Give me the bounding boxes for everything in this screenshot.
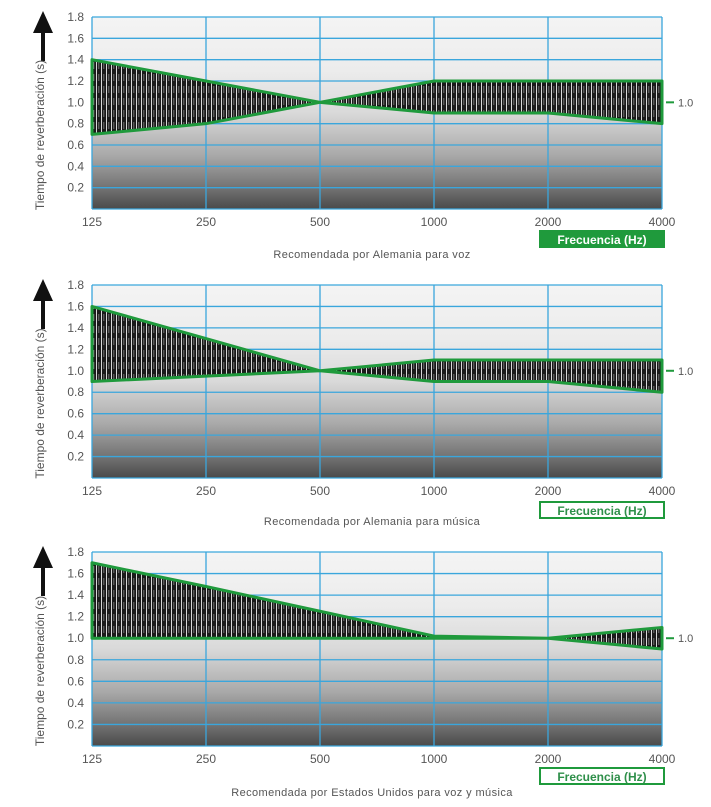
y-tick-label: 1.8 (67, 10, 84, 24)
x-tick-label: 250 (196, 484, 216, 498)
x-tick-label: 500 (310, 215, 330, 229)
y-axis-arrow-head (33, 279, 53, 301)
y-tick-label: 1.4 (67, 321, 84, 335)
x-axis-label: Frecuencia (Hz) (557, 770, 646, 784)
y-tick-label: 0.2 (67, 717, 84, 731)
x-tick-label: 125 (82, 752, 102, 766)
x-tick-label: 125 (82, 484, 102, 498)
reference-label: 1.0 (678, 366, 693, 378)
x-tick-label: 2000 (535, 215, 562, 229)
x-tick-label: 125 (82, 215, 102, 229)
y-tick-label: 0.2 (67, 181, 84, 195)
x-tick-label: 250 (196, 215, 216, 229)
x-tick-label: 500 (310, 484, 330, 498)
tolerance-band (90, 561, 664, 651)
y-tick-label: 0.4 (67, 696, 84, 710)
y-tick-label: 0.4 (67, 428, 84, 442)
tolerance-band (90, 304, 664, 394)
x-tick-label: 4000 (649, 752, 676, 766)
y-tick-label: 0.6 (67, 407, 84, 421)
x-tick-label: 1000 (421, 752, 448, 766)
reference-label: 1.0 (678, 97, 693, 109)
x-tick-label: 2000 (535, 752, 562, 766)
x-axis-label-box (539, 767, 665, 785)
y-axis-arrow-head (33, 546, 53, 568)
y-axis-label: Tiempo de reverberación (s) (33, 60, 47, 210)
tolerance-band (90, 58, 664, 136)
reference-label: 1.0 (678, 633, 693, 645)
y-tick-label: 0.6 (67, 674, 84, 688)
y-axis-label: Tiempo de reverberación (s) (33, 596, 47, 746)
y-tick-label: 1.6 (67, 299, 84, 313)
y-tick-label: 1.0 (67, 95, 84, 109)
chart-panel: 0.2 0.4 0.6 0.8 1.0 1.2 1.4 1.6 1.8 125 250 500 1000… (33, 545, 693, 799)
x-tick-label: 1000 (421, 484, 448, 498)
chart-title: Recomendada por Alemania para música (264, 516, 481, 528)
y-tick-label: 1.8 (67, 278, 84, 292)
x-axis-label-box (539, 230, 665, 248)
y-tick-label: 1.8 (67, 545, 84, 559)
y-tick-label: 1.2 (67, 342, 84, 356)
y-tick-label: 1.6 (67, 31, 84, 45)
x-tick-label: 500 (310, 752, 330, 766)
chart-title: Recomendada por Estados Unidos para voz … (231, 787, 513, 799)
x-tick-label: 2000 (535, 484, 562, 498)
y-tick-label: 1.2 (67, 610, 84, 624)
x-tick-label: 4000 (649, 484, 676, 498)
y-tick-label: 1.4 (67, 53, 84, 67)
x-tick-label: 250 (196, 752, 216, 766)
x-tick-label: 1000 (421, 215, 448, 229)
y-tick-label: 1.4 (67, 588, 84, 602)
y-tick-label: 0.8 (67, 653, 84, 667)
y-tick-label: 0.6 (67, 138, 84, 152)
y-tick-label: 1.6 (67, 567, 84, 581)
x-tick-label: 4000 (649, 215, 676, 229)
chart-panel: 0.2 0.4 0.6 0.8 1.0 1.2 1.4 1.6 1.8 125 250 500 1000… (33, 278, 693, 528)
y-tick-label: 0.2 (67, 450, 84, 464)
chart-panel: 0.2 0.4 0.6 0.8 1.0 1.2 1.4 1.6 1.8 125 250 500 1000… (33, 10, 693, 261)
y-tick-label: 1.2 (67, 74, 84, 88)
y-tick-label: 1.0 (67, 364, 84, 378)
y-tick-label: 1.0 (67, 631, 84, 645)
x-axis-label: Frecuencia (Hz) (557, 504, 646, 518)
y-tick-label: 0.8 (67, 117, 84, 131)
y-axis-label: Tiempo de reverberación (s) (33, 328, 47, 478)
x-axis-label-box (539, 501, 665, 519)
y-tick-label: 0.4 (67, 159, 84, 173)
y-tick-label: 0.8 (67, 385, 84, 399)
chart-title: Recomendada por Alemania para voz (273, 249, 470, 261)
x-axis-label: Frecuencia (Hz) (557, 233, 646, 247)
y-axis-arrow-head (33, 11, 53, 33)
